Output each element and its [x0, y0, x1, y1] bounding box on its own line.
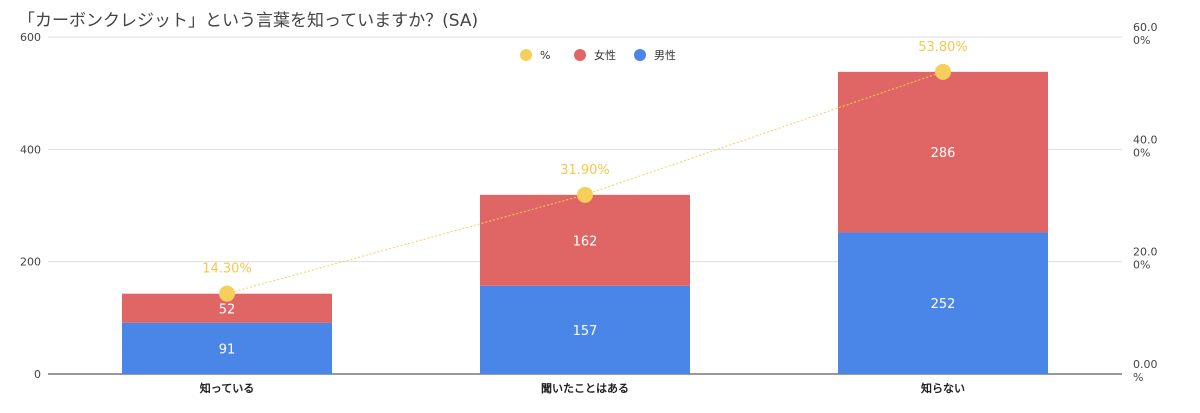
bar-segment	[838, 71, 1048, 233]
line-data-label: 14.30%	[202, 262, 252, 277]
bar-segment	[838, 232, 1048, 374]
y-tick-label: 400	[20, 143, 41, 156]
bar-data-label: 157	[573, 324, 598, 339]
chart-title: 「カーボンクレジット」という言葉を知っていますか？(SA)	[18, 11, 479, 31]
y2-tick-label: 0%	[1133, 34, 1150, 47]
line-data-label: 31.90%	[560, 163, 610, 178]
y2-tick-label: 0%	[1133, 146, 1150, 159]
y2-tick-label: 0.00	[1133, 358, 1158, 371]
bar-segment	[480, 285, 690, 374]
x-tick-label: 知らない	[920, 381, 965, 395]
y2-tick-label: 60.0	[1133, 21, 1158, 34]
y-tick-label: 600	[20, 31, 41, 44]
y2-tick-label: 0%	[1133, 259, 1150, 272]
line-point	[935, 63, 951, 80]
bar-data-label: 286	[931, 146, 956, 161]
line-point	[577, 186, 593, 203]
line-point	[219, 285, 235, 302]
bar-data-label: 162	[573, 234, 598, 249]
y2-tick-label: 20.0	[1133, 246, 1158, 259]
legend-label: 女性	[594, 48, 616, 62]
x-tick-label: 聞いたことはある	[541, 382, 629, 395]
bar-data-label: 91	[219, 342, 236, 357]
legend-swatch	[520, 49, 532, 61]
y-tick-label: 200	[20, 256, 41, 269]
legend-swatch	[574, 49, 586, 61]
x-tick-label: 知っている	[199, 381, 254, 395]
y2-tick-label: %	[1133, 371, 1143, 384]
bar-data-label: 252	[931, 297, 956, 312]
legend-swatch	[634, 49, 646, 61]
legend-label: 男性	[654, 48, 676, 62]
bar-segment	[480, 194, 690, 286]
legend-label: %	[540, 49, 550, 62]
y-tick-label: 0	[34, 368, 41, 381]
bar-data-label: 52	[219, 302, 236, 317]
line-data-label: 53.80%	[918, 40, 968, 55]
bar-segment	[122, 322, 332, 374]
y2-tick-label: 40.0	[1133, 133, 1158, 146]
